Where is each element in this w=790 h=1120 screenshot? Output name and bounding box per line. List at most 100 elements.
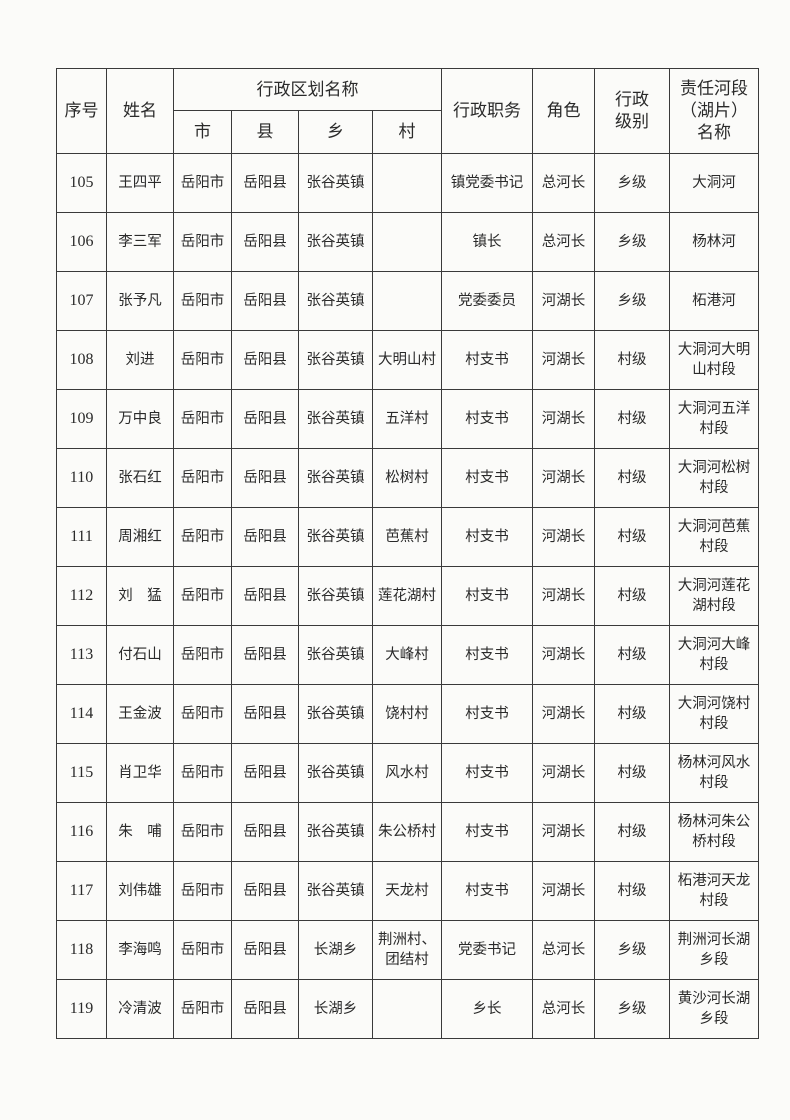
cell-county: 岳阳县 — [231, 153, 299, 213]
table-row: 118 李海鸣 岳阳市 岳阳县 长湖乡 荆洲村、团结村 党委书记 总河长 乡级 荆洲河长湖乡段 — [56, 920, 759, 980]
table-row: 108 刘进 岳阳市 岳阳县 张谷英镇 大明山村 村支书 河湖长 村级 大洞河大明山村段 — [56, 330, 759, 390]
cell-county: 岳阳县 — [231, 330, 299, 390]
cell-position: 村支书 — [441, 507, 533, 567]
cell-seq: 106 — [56, 212, 107, 272]
cell-seq: 111 — [56, 507, 107, 567]
cell-city: 岳阳市 — [173, 212, 232, 272]
cell-role: 河湖长 — [532, 861, 595, 921]
header-seq: 序号 — [56, 68, 107, 154]
header-river: 责任河段（湖片）名称 — [669, 68, 759, 154]
cell-level: 村级 — [594, 861, 670, 921]
cell-village: 饶村村 — [372, 684, 442, 744]
cell-county: 岳阳县 — [231, 920, 299, 980]
header-position: 行政职务 — [441, 68, 533, 154]
table-row: 112 刘 猛岳阳市 岳阳县 张谷英镇 莲花湖村 村支书 河湖长 村级 大洞河莲花湖村段 — [56, 566, 759, 626]
cell-seq: 118 — [56, 920, 107, 980]
cell-level: 村级 — [594, 684, 670, 744]
cell-name: 张石红 — [106, 448, 174, 508]
cell-position: 村支书 — [441, 802, 533, 862]
table-row: 110 张石红 岳阳市 岳阳县 张谷英镇 松树村 村支书 河湖长 村级 大洞河松树村段 — [56, 448, 759, 508]
cell-city: 岳阳市 — [173, 507, 232, 567]
cell-position: 村支书 — [441, 861, 533, 921]
cell-township: 张谷英镇 — [298, 625, 373, 685]
cell-position: 村支书 — [441, 389, 533, 449]
cell-name: 朱 哺 — [106, 802, 174, 862]
cell-name: 刘伟雄 — [106, 861, 174, 921]
cell-city: 岳阳市 — [173, 448, 232, 508]
cell-role: 河湖长 — [532, 625, 595, 685]
cell-village: 荆洲村、团结村 — [372, 920, 442, 980]
cell-city: 岳阳市 — [173, 330, 232, 390]
cell-village: 大峰村 — [372, 625, 442, 685]
table-row: 111 周湘红 岳阳市 岳阳县 张谷英镇 芭蕉村 村支书 河湖长 村级 大洞河芭蕉村段 — [56, 507, 759, 567]
cell-role: 河湖长 — [532, 743, 595, 803]
river-chief-table: 序号 姓名 行政区划名称 行政职务 角色 行政级别 责任河段（湖片）名称 市 县… — [56, 68, 759, 1039]
cell-role: 总河长 — [532, 212, 595, 272]
cell-name: 刘 猛 — [106, 566, 174, 626]
table-row: 106 李三军 岳阳市 岳阳县 张谷英镇 镇长 总河长 乡级 杨林河 — [56, 212, 759, 272]
cell-village — [372, 153, 442, 213]
header-region: 行政区划名称 — [173, 68, 442, 111]
cell-level: 村级 — [594, 566, 670, 626]
cell-river: 荆洲河长湖乡段 — [669, 920, 759, 980]
cell-township: 张谷英镇 — [298, 212, 373, 272]
cell-position: 乡长 — [441, 979, 533, 1039]
cell-county: 岳阳县 — [231, 861, 299, 921]
cell-township: 张谷英镇 — [298, 802, 373, 862]
cell-position: 镇长 — [441, 212, 533, 272]
cell-role: 河湖长 — [532, 271, 595, 331]
cell-river: 杨林河 — [669, 212, 759, 272]
cell-village: 天龙村 — [372, 861, 442, 921]
cell-river: 大洞河饶村村段 — [669, 684, 759, 744]
cell-position: 村支书 — [441, 625, 533, 685]
cell-level: 乡级 — [594, 212, 670, 272]
header-village: 村 — [372, 110, 442, 154]
cell-name: 刘进 — [106, 330, 174, 390]
table-row: 117 刘伟雄 岳阳市 岳阳县 张谷英镇 天龙村 村支书 河湖长 村级 柘港河天龙村段 — [56, 861, 759, 921]
cell-name: 王金波 — [106, 684, 174, 744]
cell-river: 大洞河五洋村段 — [669, 389, 759, 449]
cell-seq: 119 — [56, 979, 107, 1039]
cell-level: 村级 — [594, 507, 670, 567]
cell-name: 李三军 — [106, 212, 174, 272]
table-row: 119 冷清波 岳阳市 岳阳县 长湖乡 乡长 总河长 乡级 黄沙河长湖乡段 — [56, 979, 759, 1039]
cell-role: 总河长 — [532, 979, 595, 1039]
cell-river: 大洞河芭蕉村段 — [669, 507, 759, 567]
cell-river: 杨林河朱公桥村段 — [669, 802, 759, 862]
cell-seq: 105 — [56, 153, 107, 213]
cell-township: 张谷英镇 — [298, 271, 373, 331]
cell-county: 岳阳县 — [231, 448, 299, 508]
cell-level: 村级 — [594, 743, 670, 803]
cell-seq: 115 — [56, 743, 107, 803]
cell-river: 柘港河天龙村段 — [669, 861, 759, 921]
cell-township: 长湖乡 — [298, 979, 373, 1039]
cell-role: 河湖长 — [532, 684, 595, 744]
cell-village: 五洋村 — [372, 389, 442, 449]
cell-county: 岳阳县 — [231, 684, 299, 744]
cell-county: 岳阳县 — [231, 743, 299, 803]
cell-name: 付石山 — [106, 625, 174, 685]
table-row: 114 王金波 岳阳市 岳阳县 张谷英镇 饶村村 村支书 河湖长 村级 大洞河饶村村段 — [56, 684, 759, 744]
cell-city: 岳阳市 — [173, 625, 232, 685]
cell-county: 岳阳县 — [231, 802, 299, 862]
cell-name: 李海鸣 — [106, 920, 174, 980]
cell-position: 村支书 — [441, 330, 533, 390]
table-row: 113 付石山 岳阳市 岳阳县 张谷英镇 大峰村 村支书 河湖长 村级 大洞河大峰村段 — [56, 625, 759, 685]
cell-level: 乡级 — [594, 153, 670, 213]
cell-city: 岳阳市 — [173, 979, 232, 1039]
header-role: 角色 — [532, 68, 595, 154]
cell-village: 松树村 — [372, 448, 442, 508]
cell-township: 张谷英镇 — [298, 743, 373, 803]
cell-river: 大洞河大明山村段 — [669, 330, 759, 390]
cell-township: 张谷英镇 — [298, 861, 373, 921]
cell-level: 村级 — [594, 330, 670, 390]
cell-township: 长湖乡 — [298, 920, 373, 980]
cell-county: 岳阳县 — [231, 566, 299, 626]
cell-level: 村级 — [594, 802, 670, 862]
cell-seq: 110 — [56, 448, 107, 508]
cell-city: 岳阳市 — [173, 743, 232, 803]
cell-township: 张谷英镇 — [298, 566, 373, 626]
table-row: 109 万中良 岳阳市 岳阳县 张谷英镇 五洋村 村支书 河湖长 村级 大洞河五洋村段 — [56, 389, 759, 449]
cell-village: 风水村 — [372, 743, 442, 803]
cell-name: 万中良 — [106, 389, 174, 449]
